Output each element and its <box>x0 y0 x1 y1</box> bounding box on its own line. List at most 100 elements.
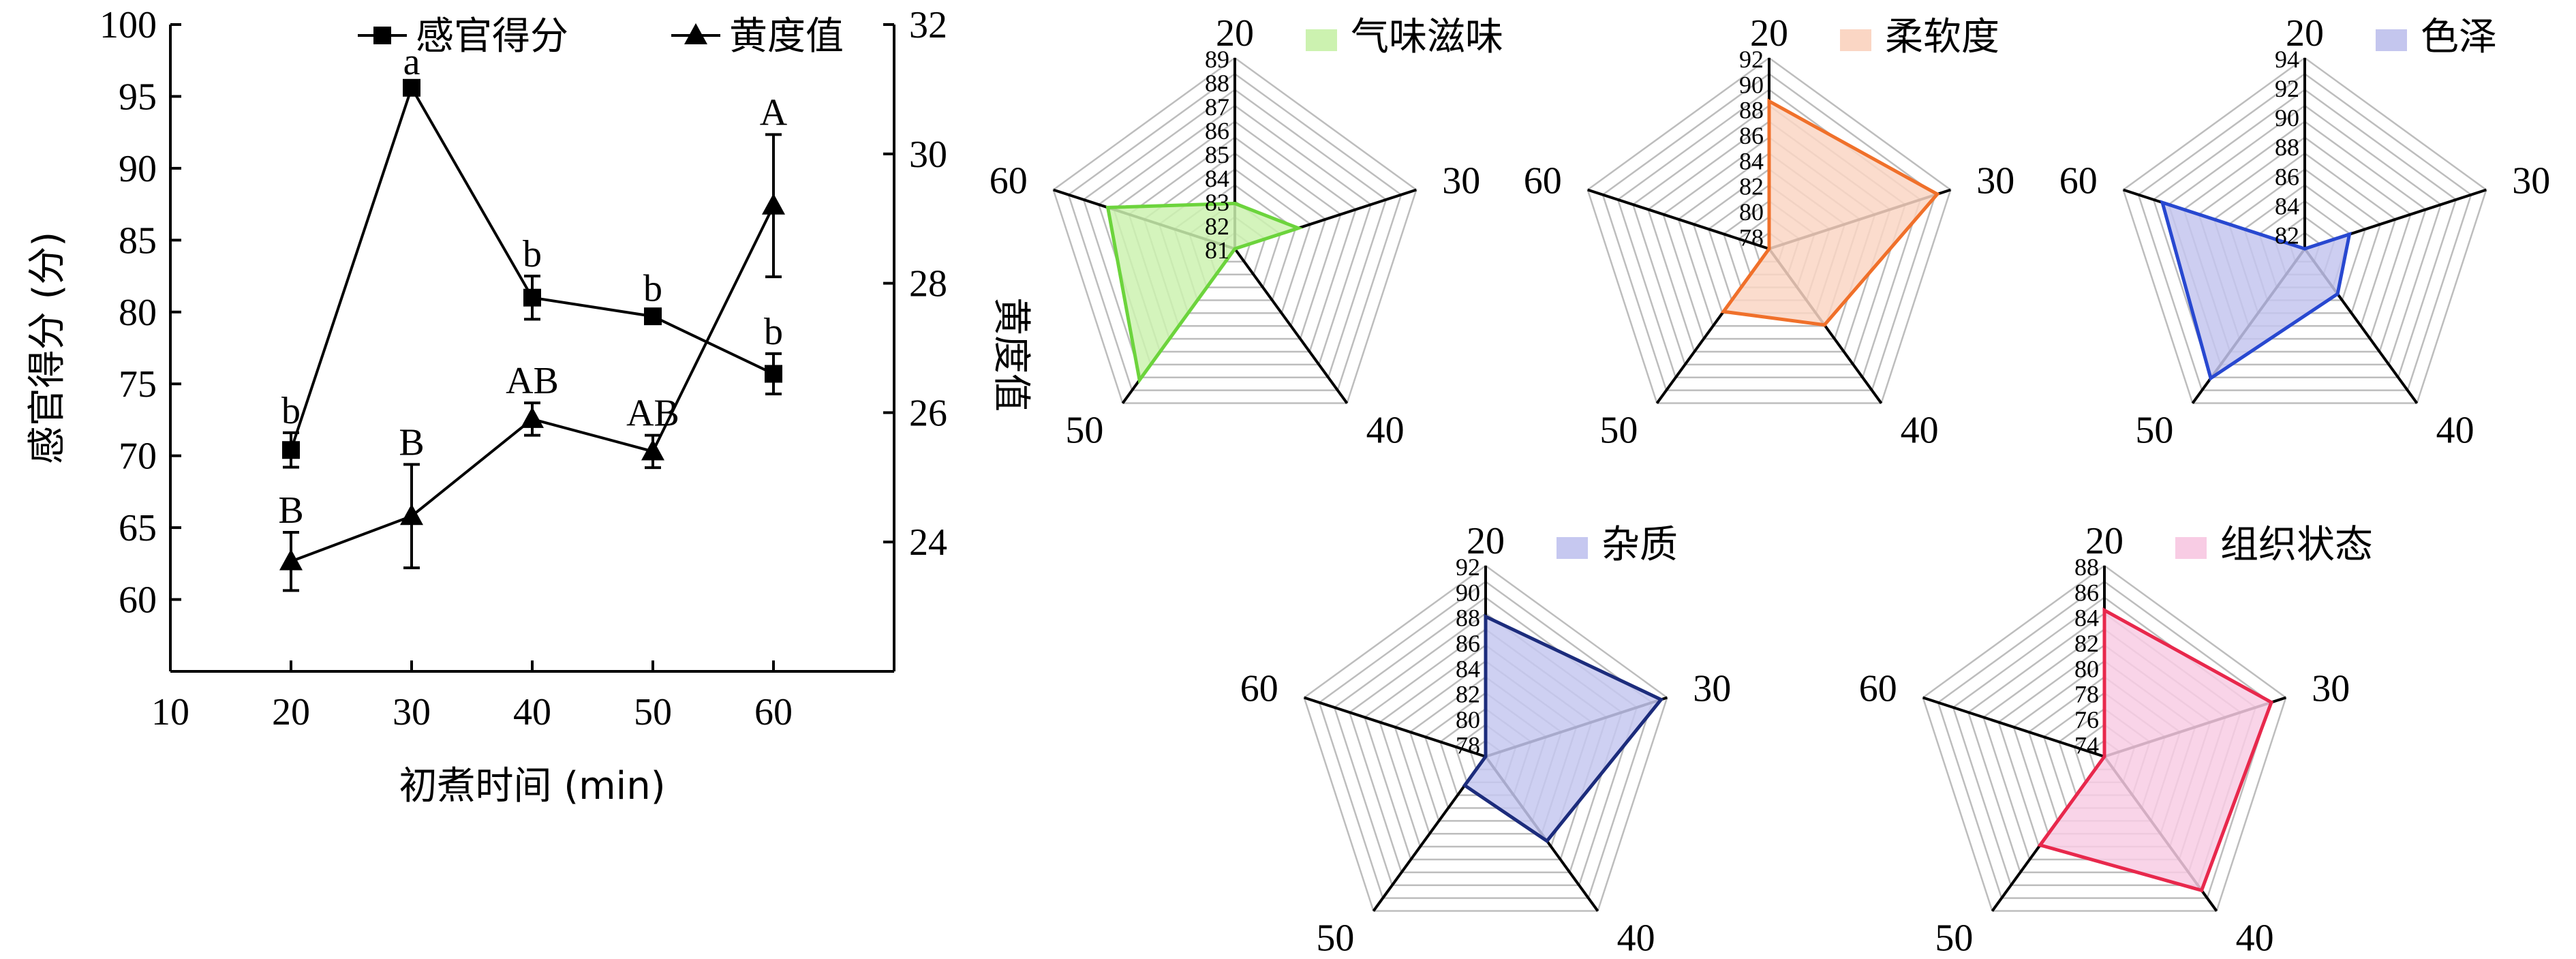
radar-grid-ring <box>1922 564 2287 912</box>
y-tick-label: 75 <box>119 363 157 406</box>
radar-tick-label: 92 <box>1456 553 1480 581</box>
y2-axis-title: 黄度值 <box>989 297 1033 412</box>
radar-axis-label: 60 <box>1240 667 1278 710</box>
x-axis-title: 初煮时间 (min) <box>399 764 665 808</box>
radar-axis-label: 20 <box>2286 12 2324 55</box>
radar-axis-label: 40 <box>2236 917 2274 959</box>
radar-tick-label: 86 <box>1456 630 1480 657</box>
radar-spoke <box>1304 696 1486 758</box>
radar-tick-label: 87 <box>1205 93 1229 121</box>
x-tick-label: 50 <box>634 691 672 733</box>
radar-axis-label: 50 <box>1935 917 1973 959</box>
y-axis-title: 感官得分 (分) <box>25 232 70 465</box>
radar-tick-label: 89 <box>1205 46 1229 73</box>
radar-legend-label: 柔软度 <box>1885 15 1999 59</box>
radar-tick-label: 92 <box>1739 46 1764 73</box>
radar-tick-label: 76 <box>2074 706 2099 733</box>
radar-grid-ring <box>1586 57 1952 404</box>
radar-grid-ring <box>1097 104 1373 366</box>
x-tick-label: 10 <box>151 691 189 733</box>
radar-axis-label: 40 <box>1366 410 1405 452</box>
radar-axis-label: 40 <box>1901 410 1939 452</box>
data-point <box>282 441 300 459</box>
significance-label: AB <box>506 360 559 402</box>
radar-data-polygon <box>1105 201 1304 384</box>
radar-tick-label: 90 <box>1456 579 1480 606</box>
radar-legend-label: 气味滋味 <box>1351 15 1503 59</box>
radar-tick-label: 86 <box>1739 122 1764 149</box>
radar-tick-label: 82 <box>1456 681 1480 708</box>
data-point <box>644 307 662 326</box>
radar-axis-label: 30 <box>1693 667 1731 710</box>
significance-label: B <box>399 421 424 463</box>
radar-tick-label: 84 <box>1739 147 1764 174</box>
significance-label: A <box>760 91 788 134</box>
radar-data-polygon <box>1720 98 1940 327</box>
radar-tick-label: 81 <box>1205 237 1229 264</box>
y2-tick-label: 32 <box>909 4 947 46</box>
radar-tick-label: 88 <box>1739 97 1764 124</box>
radar-tick-label: 90 <box>2275 104 2299 132</box>
radar-legend-swatch <box>1557 537 1588 559</box>
y-tick-label: 80 <box>119 292 157 334</box>
radar-tick-label: 82 <box>1205 213 1229 240</box>
radar-tick-label: 84 <box>2275 192 2299 219</box>
radar-axis-label: 20 <box>2085 520 2123 562</box>
radar-grid-ring <box>1113 120 1357 353</box>
radar-spoke <box>1922 696 2105 758</box>
data-point <box>521 406 544 428</box>
radar-legend-swatch <box>1840 29 1871 51</box>
radar-axis-label: 50 <box>1065 410 1103 452</box>
radar-axis-label: 50 <box>1599 410 1638 452</box>
data-point <box>400 504 423 526</box>
radar-axis-label: 30 <box>1976 159 2014 202</box>
radar-grid-ring <box>1601 72 1937 391</box>
radar-tick-label: 88 <box>2074 553 2099 581</box>
significance-label: a <box>403 41 420 83</box>
y-tick-label: 90 <box>119 148 157 190</box>
radar-legend-swatch <box>1306 29 1337 51</box>
radar-tick-label: 86 <box>2275 163 2299 190</box>
radar-charts: 8182838485868788892030405060气味滋味78808284… <box>990 12 2551 959</box>
radar-axis-label: 60 <box>990 159 1028 202</box>
radar-axis-label: 20 <box>1216 12 1254 55</box>
radar-grid-ring <box>2167 104 2442 366</box>
radar-grid-ring <box>1067 72 1402 391</box>
data-point <box>403 78 420 97</box>
radar-grid-ring <box>2122 57 2487 404</box>
significance-label: b <box>764 311 783 353</box>
radar-grid-ring <box>2152 89 2457 379</box>
radar-grid-ring <box>1128 136 1342 340</box>
x-tick-label: 20 <box>272 691 310 733</box>
y2-tick-label: 30 <box>909 134 947 176</box>
radar-data-polygon <box>1462 613 1664 844</box>
line-chart: 10 20 30 40 50 60 60 65 70 75 80 85 90 95 100 24 26 28 30 3… <box>25 4 1033 808</box>
significance-label: B <box>278 489 303 532</box>
radar-tick-label: 80 <box>1456 706 1480 733</box>
radar-legend-swatch <box>2175 537 2207 559</box>
radar-tick-label: 94 <box>2275 46 2299 73</box>
significance-label: b <box>643 268 662 310</box>
radar-tick-label: 86 <box>2074 579 2099 606</box>
radar-tick-label: 83 <box>1205 189 1229 216</box>
radar-axis-label: 60 <box>2059 159 2098 202</box>
radar-tick-label: 84 <box>1456 655 1480 682</box>
y2-tick-label: 28 <box>909 263 947 305</box>
radar-data-polygon <box>2037 607 2274 893</box>
radar-grid-ring <box>1937 580 2272 899</box>
significance-label: b <box>523 233 542 275</box>
radar-tick-label: 84 <box>2074 605 2099 632</box>
radar-legend-label: 色泽 <box>2421 15 2497 59</box>
radar-axis-label: 30 <box>2512 159 2550 202</box>
radar-tick-label: 88 <box>1205 70 1229 97</box>
radar-tick-label: 82 <box>1739 173 1764 200</box>
radar-grid-ring <box>2183 120 2427 353</box>
y-tick-label: 100 <box>99 4 157 46</box>
radar-tick-label: 88 <box>2275 134 2299 161</box>
radar-grid-ring <box>1082 89 1387 379</box>
